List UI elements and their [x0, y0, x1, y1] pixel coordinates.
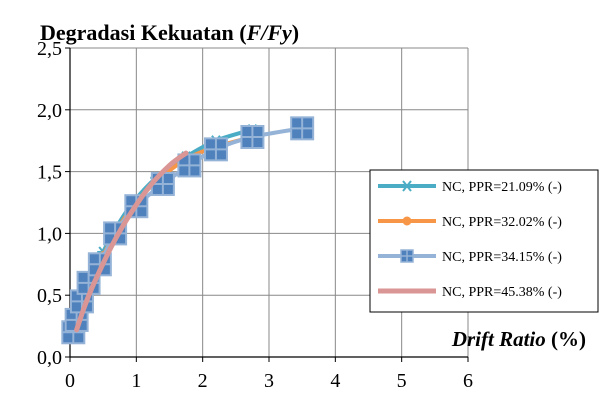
- y-tick-label: 0,5: [37, 285, 62, 307]
- series-3: [61, 116, 315, 345]
- legend-item: NC, PPR=32.02% (-): [378, 215, 562, 230]
- legend-item: NC, PPR=45.38% (-): [378, 285, 562, 300]
- y-tick-label: 0,0: [37, 347, 62, 369]
- data-point: [290, 116, 315, 141]
- legend-box: [369, 169, 599, 313]
- legend-label: NC, PPR=34.15% (-): [442, 250, 562, 265]
- series-line: [74, 150, 189, 333]
- series-lines: [61, 116, 315, 345]
- legend-label: NC, PPR=32.02% (-): [442, 215, 562, 230]
- legend: NC, PPR=21.09% (-) NC, PPR=32.02% (-) NC, …: [369, 169, 599, 313]
- data-point: [240, 124, 265, 149]
- legend-item: NC, PPR=34.15% (-): [378, 249, 562, 265]
- data-point: [177, 153, 202, 178]
- y-tick-label: 1,0: [37, 223, 62, 245]
- x-tick-label: 0: [65, 370, 75, 392]
- x-axis-label: Drift Ratio (%): [451, 327, 586, 351]
- legend-marker: [400, 249, 414, 263]
- x-tick-label: 2: [198, 370, 208, 392]
- chart-title: Degradasi Kekuatan (F/Fy): [40, 20, 299, 45]
- x-tick-label: 6: [463, 370, 473, 392]
- x-tick-label: 1: [131, 370, 141, 392]
- y-tick-label: 2,5: [37, 38, 62, 60]
- x-tick-label: 4: [330, 370, 340, 392]
- x-tick-label: 5: [397, 370, 407, 392]
- legend-label: NC, PPR=21.09% (-): [442, 180, 562, 195]
- legend-item: NC, PPR=21.09% (-): [378, 180, 562, 195]
- series-4: [74, 150, 189, 333]
- x-tick-label: 3: [264, 370, 274, 392]
- marker-star-stroke: [402, 180, 412, 192]
- data-point: [203, 137, 228, 162]
- legend-marker: [401, 180, 413, 192]
- legend-label: NC, PPR=45.38% (-): [442, 285, 562, 300]
- y-tick-label: 2,0: [37, 100, 62, 122]
- legend-marker: [402, 216, 412, 226]
- tick-labels: 0 1 2 3 4 5 6 0,0 0,5 1,0 1,5 2,0 2,5: [37, 38, 473, 392]
- y-tick-label: 1,5: [37, 162, 62, 184]
